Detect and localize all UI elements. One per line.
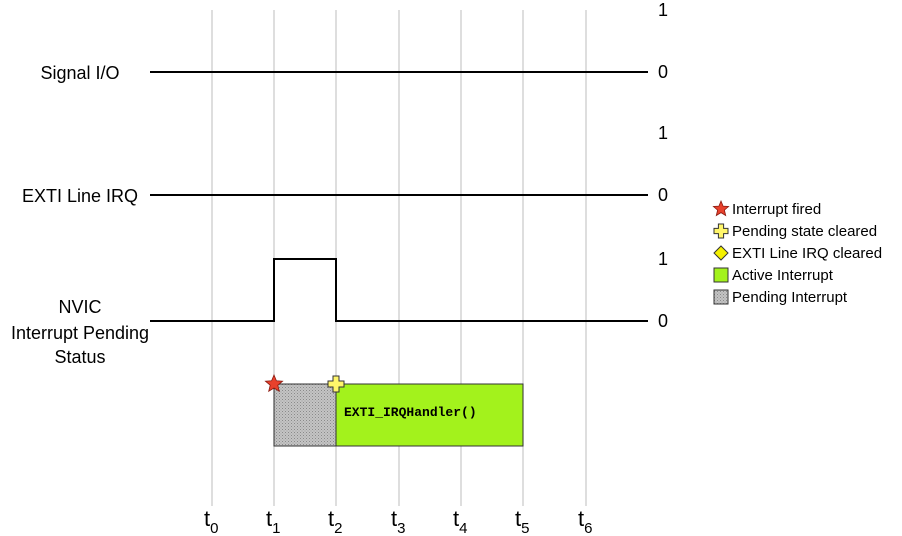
signal-label-line: NVIC [58,297,101,317]
level-high-label: 1 [658,249,668,269]
legend-active-square-icon [713,267,729,283]
signal-label-line: Status [54,347,105,367]
time-tick-label: t2 [328,506,342,536]
legend-label: EXTI Line IRQ cleared [732,245,882,262]
time-tick-label: t1 [266,506,280,536]
level-high-label: 1 [658,123,668,143]
time-tick-subscript: 0 [210,520,218,536]
legend-label: Pending Interrupt [732,289,848,306]
signal-label-line: Interrupt Pending [11,323,149,343]
signal-label-line: EXTI Line IRQ [22,186,138,206]
time-axis-labels: t0 t1 t2 t3 t4 t5 t6 [204,506,592,536]
signal-trace [150,258,648,322]
time-tick-subscript: 1 [272,520,280,536]
legend-label: Active Interrupt [732,267,834,284]
time-tick-subscript: 5 [521,520,529,536]
time-tick-label: t3 [391,506,405,536]
time-tick-subscript: 3 [397,520,405,536]
interrupt-fired-star-icon [264,373,284,393]
time-tick-subscript: 6 [584,520,592,536]
legend-label: Interrupt fired [732,201,821,218]
legend-diamond-icon [713,245,729,261]
time-tick-subscript: 2 [334,520,342,536]
time-tick-label: t4 [453,506,467,536]
legend-label: Pending state cleared [732,223,877,240]
level-low-label: 0 [658,62,668,82]
legend-pending-square-icon [713,289,729,305]
time-tick-label: t5 [515,506,529,536]
pending-cleared-plus-icon [327,375,345,393]
interrupt-timeline: EXTI_IRQHandler() [264,373,524,447]
level-low-label: 0 [658,311,668,331]
level-high-label: 1 [658,0,668,20]
legend-star-icon [712,199,730,217]
signal-label-line: Signal I/O [40,63,119,83]
pending-interrupt-block [273,383,337,447]
signal-traces: Signal I/O 1 0 EXTI Line IRQ 1 0 NVIC Interrupt… [11,0,668,367]
legend-plus-icon [713,223,729,239]
time-tick-label: t6 [578,506,592,536]
active-interrupt-block [335,383,524,447]
time-tick-subscript: 4 [459,520,467,536]
handler-label: EXTI_IRQHandler() [344,405,477,420]
legend: Interrupt fired Pending state cleared EXTI… [712,199,882,306]
time-tick-label: t0 [204,506,218,536]
level-low-label: 0 [658,185,668,205]
